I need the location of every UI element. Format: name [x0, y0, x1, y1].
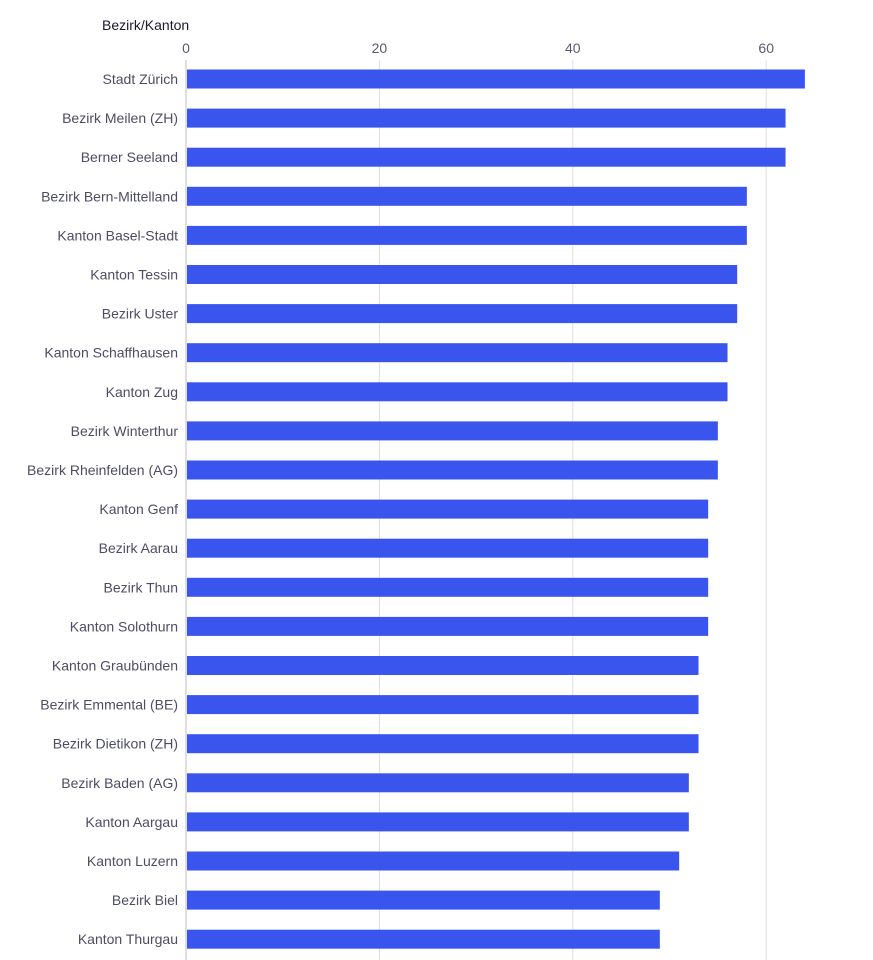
category-label: Bezirk Biel [112, 892, 178, 908]
category-label: Kanton Aargau [85, 814, 178, 830]
category-label: Bezirk Rheinfelden (AG) [27, 462, 178, 478]
category-label: Bezirk Emmental (BE) [40, 697, 178, 713]
category-label: Bezirk Bern-Mittelland [41, 188, 178, 204]
x-tick-label: 40 [565, 40, 581, 56]
bar [187, 421, 718, 441]
category-label: Stadt Zürich [103, 71, 178, 87]
bar [187, 147, 786, 167]
x-tick-label: 20 [372, 40, 388, 56]
category-label: Bezirk Baden (AG) [61, 775, 178, 791]
bar [187, 695, 699, 715]
bar [187, 304, 738, 324]
y-axis-title: Bezirk/Kanton [102, 17, 190, 33]
bar [187, 616, 709, 636]
bar [187, 577, 709, 597]
category-label: Kanton Schaffhausen [44, 345, 178, 361]
bar [187, 812, 689, 832]
category-label: Kanton Thurgau [78, 931, 178, 947]
bar [187, 460, 718, 480]
category-label: Bezirk Meilen (ZH) [62, 110, 178, 126]
bar [187, 225, 747, 245]
category-label: Bezirk Uster [102, 306, 179, 322]
x-tick-label: 0 [182, 40, 190, 56]
category-label: Kanton Basel-Stadt [57, 227, 178, 243]
category-label: Bezirk Aarau [99, 540, 178, 556]
bar [187, 69, 805, 89]
bar [187, 108, 786, 128]
bar [187, 656, 699, 675]
bar [187, 929, 660, 949]
bar [187, 382, 728, 402]
bar [187, 890, 660, 910]
category-label: Bezirk Dietikon (ZH) [53, 736, 178, 752]
category-label: Kanton Zug [106, 384, 178, 400]
bar [187, 773, 689, 793]
category-label: Bezirk Thun [104, 579, 178, 595]
category-label: Kanton Genf [99, 501, 178, 517]
x-tick-label: 60 [758, 40, 774, 56]
bar [187, 343, 728, 363]
category-label: Kanton Tessin [90, 267, 178, 283]
category-label: Kanton Solothurn [70, 618, 178, 634]
bar [187, 186, 747, 206]
bar [187, 734, 699, 754]
bar [187, 265, 738, 284]
category-label: Kanton Graubünden [52, 658, 178, 674]
bar [187, 851, 680, 871]
bar [187, 538, 709, 558]
category-label: Bezirk Winterthur [71, 423, 179, 439]
bar [187, 499, 709, 519]
category-label: Berner Seeland [81, 149, 178, 165]
category-label: Kanton Luzern [87, 853, 178, 869]
